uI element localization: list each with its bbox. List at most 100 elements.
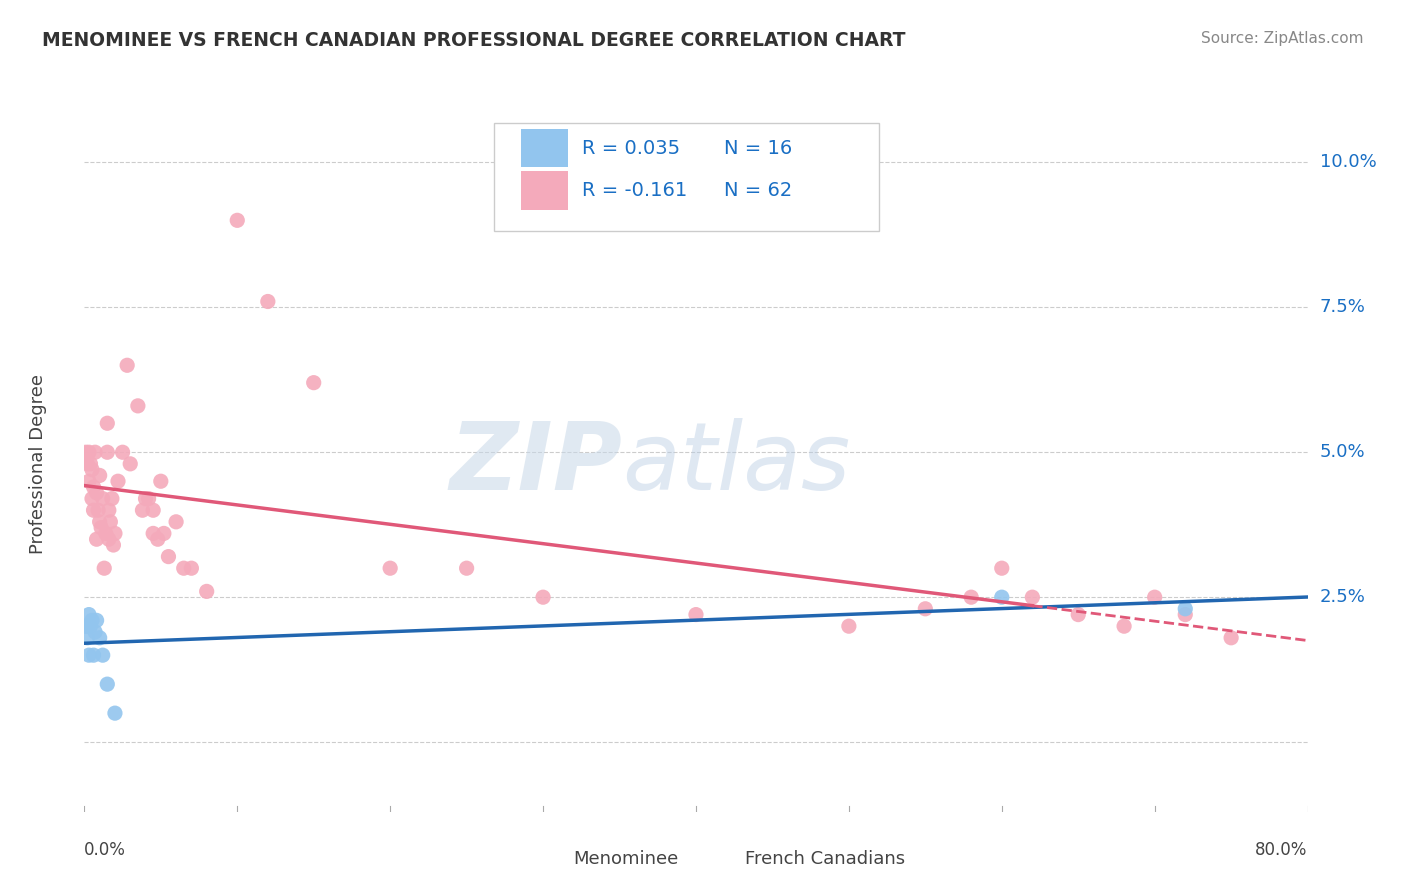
Point (97, 532, 120, 546)
Point (96, 445, 118, 459)
FancyBboxPatch shape (522, 129, 568, 168)
Point (83, 503, 105, 517)
FancyBboxPatch shape (524, 848, 561, 870)
Point (960, 591, 983, 605)
Point (173, 561, 195, 575)
Point (96, 677, 118, 691)
Point (77, 648, 100, 662)
Point (87, 503, 110, 517)
Point (120, 457, 142, 471)
Text: MENOMINEE VS FRENCH CANADIAN PROFESSIONAL DEGREE CORRELATION CHART: MENOMINEE VS FRENCH CANADIAN PROFESSIONA… (42, 31, 905, 50)
Text: Professional Degree: Professional Degree (30, 374, 46, 554)
Point (75, 619, 97, 633)
Point (80, 462, 103, 476)
Point (127, 399, 149, 413)
Text: 10.0%: 10.0% (1320, 153, 1376, 171)
Text: 0.0%: 0.0% (84, 840, 127, 859)
Point (131, 503, 153, 517)
Point (991, 561, 1014, 575)
Point (257, 294, 280, 309)
Point (531, 591, 554, 605)
Point (838, 619, 860, 633)
Text: 80.0%: 80.0% (1256, 840, 1308, 859)
Point (914, 602, 936, 616)
Point (1220, 631, 1243, 645)
Point (226, 213, 249, 227)
Point (103, 538, 125, 552)
Text: 2.5%: 2.5% (1320, 588, 1365, 607)
Point (1067, 607, 1090, 622)
Text: N = 16: N = 16 (724, 139, 793, 158)
Point (138, 491, 160, 506)
Text: R = -0.161: R = -0.161 (582, 181, 688, 200)
Point (104, 526, 127, 541)
Text: 7.5%: 7.5% (1320, 298, 1365, 317)
Point (1174, 602, 1197, 616)
Point (685, 607, 707, 622)
Point (107, 475, 129, 489)
Point (90, 521, 112, 535)
Text: Menominee: Menominee (574, 850, 679, 868)
FancyBboxPatch shape (522, 171, 568, 210)
Point (75, 445, 97, 459)
Point (180, 561, 202, 575)
Point (1174, 607, 1197, 622)
Point (77, 475, 100, 489)
Point (86, 532, 108, 546)
Point (195, 584, 218, 599)
Point (80, 614, 103, 628)
Point (89, 468, 111, 483)
Point (115, 358, 138, 373)
Text: 5.0%: 5.0% (1320, 443, 1365, 461)
Point (76, 619, 98, 633)
Point (80, 491, 103, 506)
Point (86, 485, 108, 500)
Point (1114, 619, 1136, 633)
Point (456, 561, 478, 575)
Point (84, 445, 107, 459)
Point (79, 457, 101, 471)
Point (96, 416, 118, 431)
Point (94, 526, 117, 541)
Point (86, 614, 108, 628)
Point (157, 549, 180, 564)
Point (79, 619, 101, 633)
Point (98, 515, 121, 529)
Point (77, 445, 100, 459)
Point (1021, 591, 1043, 605)
Point (146, 532, 169, 546)
Point (91, 491, 114, 506)
Point (77, 607, 100, 622)
Point (149, 475, 172, 489)
Point (302, 376, 325, 390)
Point (76, 457, 98, 471)
Text: atlas: atlas (623, 418, 851, 509)
Text: ZIP: ZIP (450, 417, 623, 510)
Point (93, 561, 115, 575)
Point (89, 631, 111, 645)
Point (1143, 591, 1166, 605)
FancyBboxPatch shape (494, 123, 880, 231)
Point (153, 526, 176, 541)
Point (91, 648, 114, 662)
Point (380, 561, 402, 575)
Text: R = 0.035: R = 0.035 (582, 139, 681, 158)
Text: N = 62: N = 62 (724, 181, 793, 200)
FancyBboxPatch shape (696, 848, 733, 870)
Point (84, 624, 107, 639)
Point (135, 491, 157, 506)
Point (101, 491, 124, 506)
Point (991, 591, 1014, 605)
Point (83, 648, 105, 662)
Point (83, 480, 105, 494)
Point (76, 631, 98, 645)
Point (104, 706, 127, 721)
Text: Source: ZipAtlas.com: Source: ZipAtlas.com (1201, 31, 1364, 46)
Point (89, 515, 111, 529)
Point (142, 526, 165, 541)
Point (111, 445, 134, 459)
Point (142, 503, 165, 517)
Point (97, 503, 120, 517)
Point (165, 515, 187, 529)
Text: French Canadians: French Canadians (745, 850, 905, 868)
